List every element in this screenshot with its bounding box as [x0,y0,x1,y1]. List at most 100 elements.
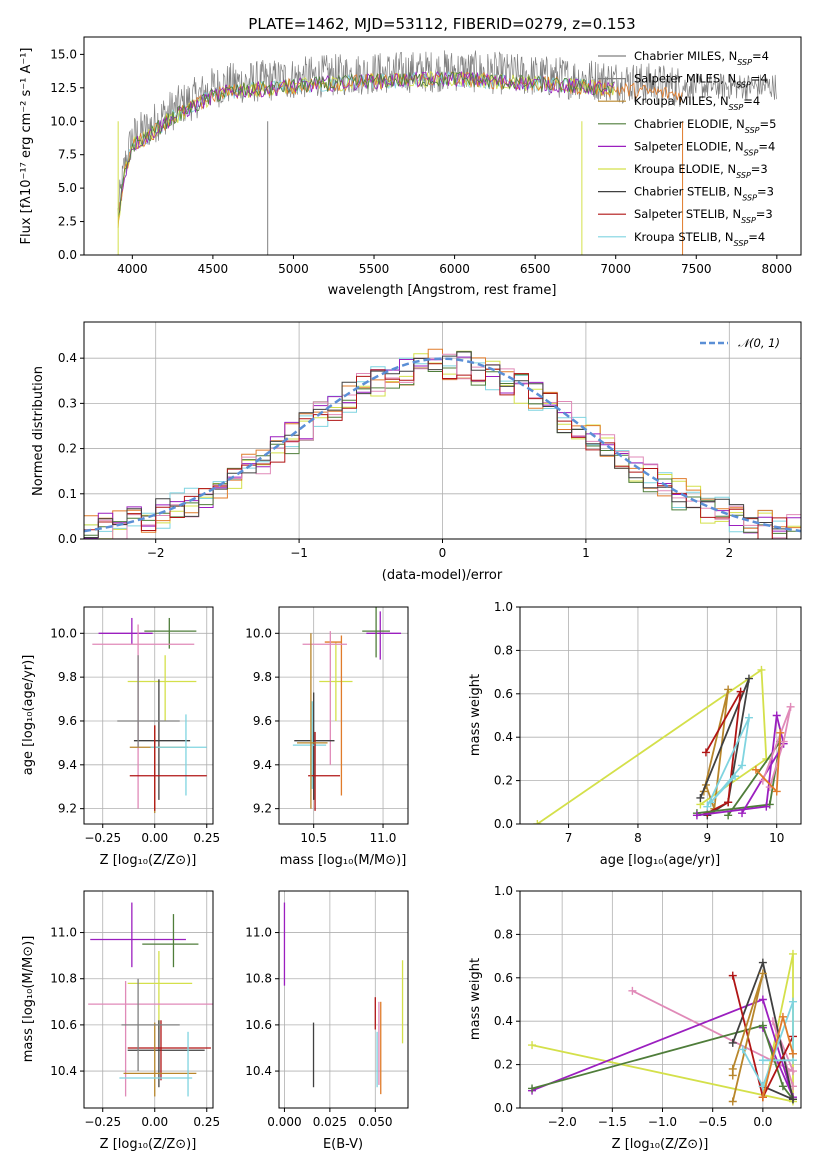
spectrum-legend-label: Chabrier MILES, NSSP=4 [634,49,769,67]
weight_vs_Z-point-marker [788,1067,797,1076]
mass-vs-Z-ylabel: mass [log₁₀(M/M⊙)] [21,936,36,1063]
weight_vs_age-point-marker [706,798,715,807]
weight_vs_age-point-marker [724,798,733,807]
spectrum-ylabel: Flux [fλ10⁻¹⁷ erg cm⁻² s⁻¹ A⁻¹] [19,48,34,245]
weight_vs_Z-ytick-label: 0.2 [494,1058,513,1072]
weight_vs_age-xtick-label: 9 [704,831,712,845]
mass-vs-ebv-panel: 0.000 0.025 0.050 10.4 10.6 10.8 11.0 E(B-V) [245,890,409,1152]
mass_vs_Z-ytick-label: 10.8 [50,972,77,986]
residuals-ytick-label: 0.4 [58,351,77,365]
mass_vs_Z-ytick-label: 11.0 [50,926,77,940]
weight_vs_Z-point-marker [528,1041,537,1050]
age_vs_Z-xtick-label: −0.25 [84,831,121,845]
weight_vs_age-series-line [536,668,768,824]
residuals-ylabel: Normed distribution [31,366,46,496]
weight_vs_Z-point-marker [788,997,797,1006]
weight_vs_Z-point-marker [728,971,737,980]
weight-vs-age-xlabel: age [log₁₀(age/yr)] [600,853,721,868]
spectrum-legend-label: Salpeter MILES, NSSP=4 [634,72,768,90]
weight_vs_Z-xtick-label: −1.5 [598,1115,627,1129]
spectrum-data-line [117,50,777,219]
age_vs_mass-xtick-label: 11.0 [370,831,397,845]
age_vs_Z-ytick-label: 9.8 [58,670,77,684]
spectrum-xtick-label: 7000 [600,262,631,276]
weight_vs_age-point-marker [744,713,753,722]
weight_vs_Z-point-marker [788,1095,797,1104]
age-vs-Z-ylabel: age [log₁₀(age/yr)] [21,655,36,776]
weight_vs_age-point-marker [696,793,705,802]
age_vs_Z-ytick-label: 10.0 [50,626,77,640]
spectrum-xtick-label: 6500 [520,262,551,276]
residuals-xtick-label: 0 [439,546,447,560]
mass_vs_Z-ytick-label: 10.4 [50,1064,77,1078]
mass_vs_ebv-ytick-label: 10.4 [245,1064,272,1078]
age_vs_mass-ytick-label: 10.0 [245,626,272,640]
spectrum-legend-label: Salpeter ELODIE, NSSP=4 [634,139,775,157]
spectrum-ytick-label: 10.0 [50,114,77,128]
spectrum-ytick-label: 15.0 [50,47,77,61]
age_vs_Z-ytick-label: 9.2 [58,802,77,816]
residuals-xlabel: (data-model)/error [382,568,503,583]
spectrum-ytick-label: 2.5 [58,215,77,229]
weight_vs_age-point-marker [744,674,753,683]
age_vs_mass-ytick-label: 9.6 [253,714,272,728]
mass-vs-Z-xlabel: Z [log₁₀(Z/Z⊙)] [100,1137,197,1152]
age-vs-mass-panel: 10.5 11.0 9.2 9.4 9.6 9.8 10.0 mass [log₁₀(M/M… [245,606,409,868]
spectrum-xtick-label: 4500 [198,262,229,276]
spectrum-legend-label: Kroupa MILES, NSSP=4 [634,94,760,112]
weight_vs_age-series-line [761,706,792,788]
weight_vs_age-point-marker [533,820,542,824]
residuals-normal-curve [84,357,801,533]
residuals-legend-label: 𝒩(0, 1) [738,336,780,350]
weight_vs_Z-point-marker [728,1038,737,1047]
spectrum-legend-label: Salpeter STELIB, NSSP=3 [634,207,773,225]
age_vs_Z-ytick-label: 9.4 [58,758,77,772]
residuals-histogram [84,351,801,539]
weight-vs-age-panel: 7 8 9 10 0.0 0.2 0.4 0.6 0.8 1.0 age [log₁₀(age/y… [468,600,802,868]
spectrum-legend: Chabrier MILES, NSSP=4 Salpeter MILES, NS… [598,49,776,247]
weight_vs_age-point-marker [692,811,701,820]
weight_vs_Z-xtick-label: −0.5 [698,1115,727,1129]
spectrum-xtick-label: 6000 [439,262,470,276]
mass_vs_Z-xtick-label: −0.25 [84,1115,121,1129]
weight_vs_Z-point-marker [778,1082,787,1091]
age_vs_mass-ytick-label: 9.4 [253,758,272,772]
weight_vs_Z-ytick-label: 0.0 [494,1101,513,1115]
weight_vs_age-ytick-label: 1.0 [494,600,513,614]
residuals-ytick-label: 0.2 [58,442,77,456]
spectrum-xtick-label: 5000 [278,262,309,276]
weight_vs_Z-point-marker [728,1071,737,1080]
weight_vs_age-point-marker [724,685,733,694]
weight_vs_age-point-marker [772,787,781,796]
age_vs_Z-xtick-label: 0.00 [141,831,168,845]
weight_vs_Z-point-marker [758,1093,767,1102]
residuals-xtick-label: −1 [290,546,308,560]
weight_vs_Z-point-marker [788,949,797,958]
spectrum-xtick-label: 5500 [359,262,390,276]
weight_vs_Z-series-line [531,998,794,1098]
weight_vs_Z-point-marker [728,1097,737,1106]
weight_vs_age-ytick-label: 0.4 [494,730,513,744]
spectrum-legend-label: Chabrier STELIB, NSSP=3 [634,185,774,203]
mass_vs_Z-xtick-label: 0.00 [141,1115,168,1129]
weight-vs-Z-ylabel: mass weight [468,958,483,1040]
residuals-panel: −2 −1 0 1 2 0.0 0.1 0.2 0.3 0.4 (data-model)/erro… [31,321,802,583]
residuals-xtick-label: 2 [725,546,733,560]
spectrum-ytick-label: 12.5 [50,81,77,95]
spectrum-model-line [117,71,615,217]
weight_vs_Z-ytick-label: 0.6 [494,971,513,985]
weight_vs_age-ytick-label: 0.6 [494,687,513,701]
weight_vs_Z-point-marker [738,1045,747,1054]
weight_vs_Z-point-marker [788,1049,797,1058]
mass_vs_ebv-xtick-label: 0.000 [267,1115,301,1129]
spectrum-legend-label: Chabrier ELODIE, NSSP=5 [634,117,776,135]
mass_vs_ebv-ytick-label: 10.6 [245,1018,272,1032]
weight_vs_age-ytick-label: 0.0 [494,817,513,831]
weight_vs_Z-point-marker [528,1084,537,1093]
age_vs_mass-ytick-label: 9.2 [253,802,272,816]
weight_vs_age-point-marker [724,811,733,820]
weight_vs_Z-point-marker [778,1012,787,1021]
mass_vs_ebv-xtick-label: 0.025 [313,1115,347,1129]
spectrum-legend-label: Kroupa STELIB, NSSP=4 [634,230,765,248]
residuals-ytick-label: 0.1 [58,487,77,501]
